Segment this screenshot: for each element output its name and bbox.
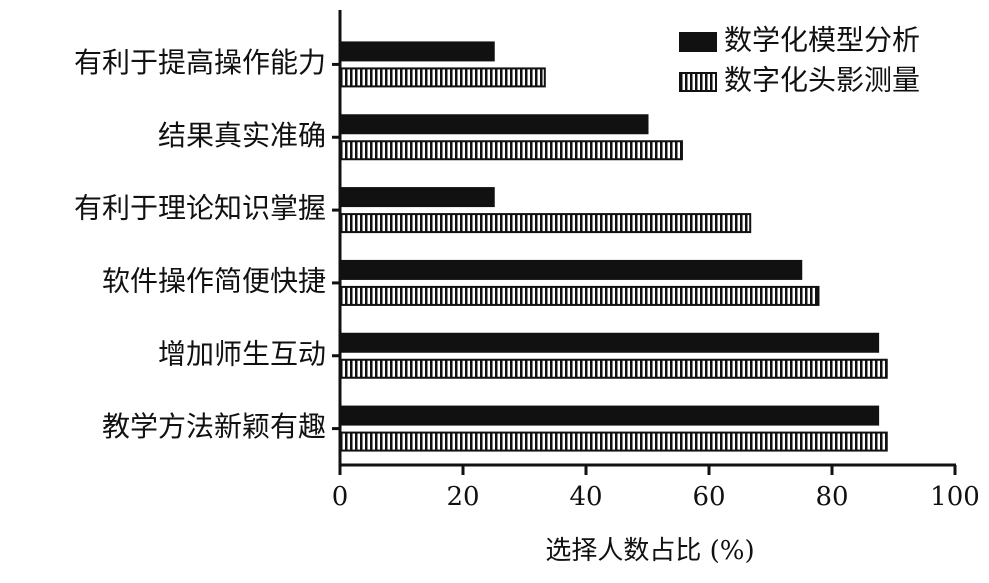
bar [339,431,888,452]
bar [339,114,649,135]
legend-swatch [679,32,717,52]
bar [339,213,752,234]
x-axis-label: 选择人数占比 (%) [545,536,754,566]
y-tick-label: 结果真实准确 [158,119,326,152]
x-tick-label: 0 [332,482,349,512]
x-tick-label: 80 [815,482,848,512]
y-tick-label: 教学方法新颖有趣 [102,410,326,443]
bar [339,41,495,62]
bar [339,285,820,306]
bar [339,187,495,208]
legend-label: 数字化头影测量 [724,64,920,97]
y-tick-label: 增加师生互动 [158,337,326,370]
legend-swatch [679,72,717,92]
bar [339,67,546,88]
bar [339,140,683,161]
x-tick-label: 20 [446,482,479,512]
y-tick-label: 有利于理论知识掌握 [74,192,326,225]
bar [339,405,880,426]
bar [339,332,880,353]
bar [339,358,888,379]
y-tick-label: 软件操作简便快捷 [102,264,326,297]
legend-label: 数学化模型分析 [724,24,920,57]
x-tick-label: 60 [692,482,725,512]
y-tick-label: 有利于提高操作能力 [74,46,326,79]
bar [339,259,803,280]
x-tick-label: 100 [930,482,980,512]
x-tick-label: 40 [569,482,602,512]
